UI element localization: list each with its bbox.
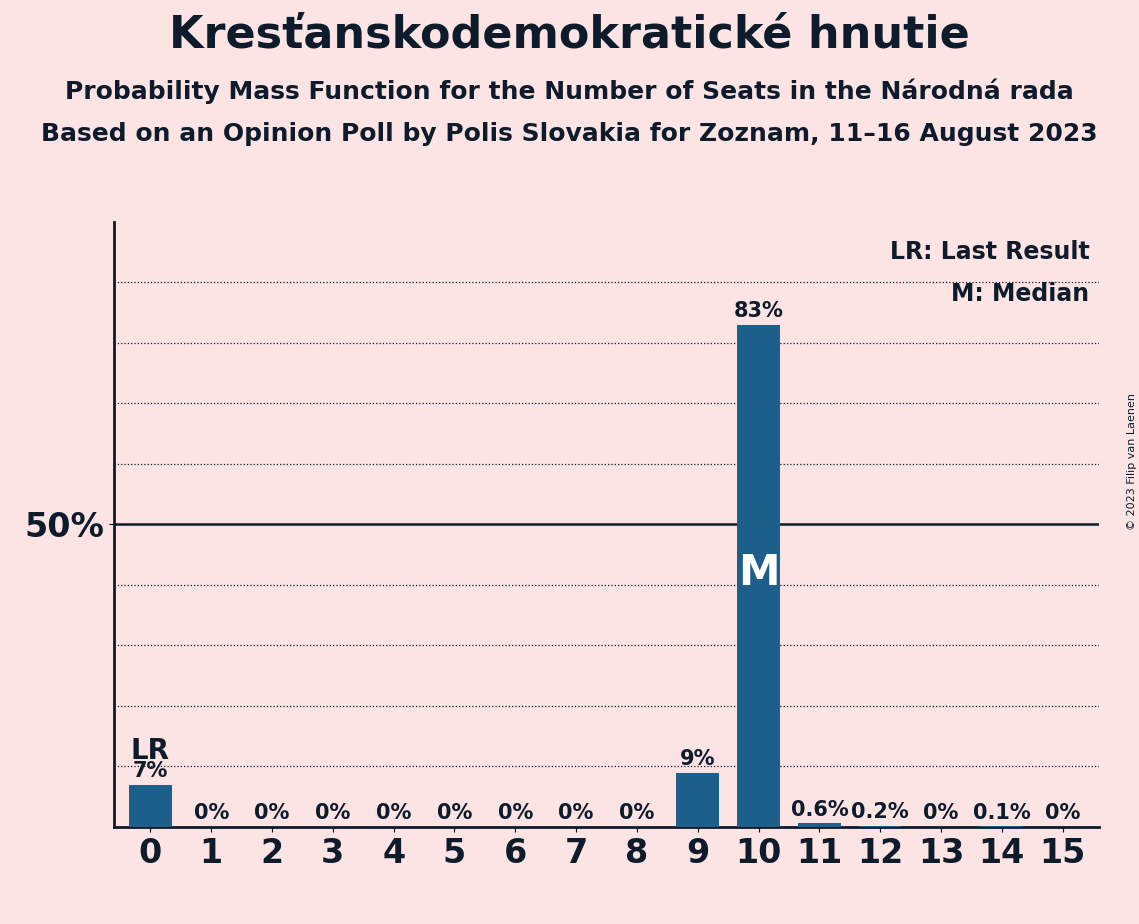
- Text: 0.6%: 0.6%: [790, 799, 849, 820]
- Text: 0%: 0%: [194, 803, 229, 823]
- Text: 0.2%: 0.2%: [851, 802, 909, 822]
- Bar: [859, 826, 901, 827]
- Text: Based on an Opinion Poll by Polis Slovakia for Zoznam, 11–16 August 2023: Based on an Opinion Poll by Polis Slovak…: [41, 122, 1098, 146]
- Text: M: M: [738, 552, 779, 594]
- Text: 0%: 0%: [254, 803, 289, 823]
- Text: © 2023 Filip van Laenen: © 2023 Filip van Laenen: [1126, 394, 1137, 530]
- Text: 0%: 0%: [558, 803, 593, 823]
- Text: 9%: 9%: [680, 748, 715, 769]
- Text: LR: LR: [131, 737, 170, 765]
- Text: 0%: 0%: [316, 803, 351, 823]
- Text: Kresťanskodemokratické hnutie: Kresťanskodemokratické hnutie: [169, 14, 970, 57]
- Text: 7%: 7%: [133, 761, 169, 781]
- Text: 0%: 0%: [620, 803, 655, 823]
- Bar: [737, 324, 780, 827]
- Bar: [129, 784, 172, 827]
- Bar: [798, 823, 841, 827]
- Text: 83%: 83%: [734, 301, 784, 321]
- Text: M: Median: M: Median: [951, 282, 1089, 306]
- Text: 0%: 0%: [376, 803, 411, 823]
- Text: 0.1%: 0.1%: [973, 803, 1031, 822]
- Text: LR: Last Result: LR: Last Result: [890, 240, 1089, 264]
- Text: Probability Mass Function for the Number of Seats in the Národná rada: Probability Mass Function for the Number…: [65, 79, 1074, 104]
- Text: 0%: 0%: [924, 803, 959, 823]
- Text: 0%: 0%: [1044, 803, 1080, 823]
- Bar: [677, 772, 719, 827]
- Text: 0%: 0%: [436, 803, 473, 823]
- Text: 0%: 0%: [498, 803, 533, 823]
